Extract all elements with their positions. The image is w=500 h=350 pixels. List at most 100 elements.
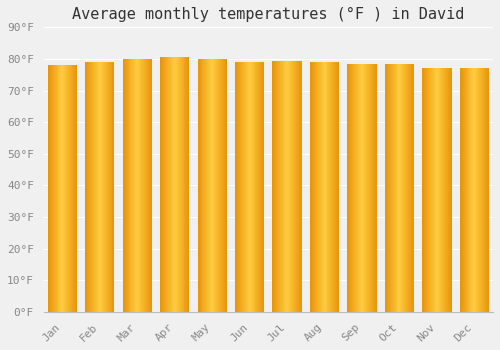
Bar [295,61,296,312]
Bar [144,59,145,312]
Bar [438,68,439,312]
Bar [422,68,424,312]
Bar [432,68,433,312]
Bar [335,62,336,312]
Bar [211,59,212,312]
Bar [284,61,285,312]
Bar [169,57,170,312]
Bar [250,62,252,312]
Bar [281,61,282,312]
Bar [224,59,225,312]
Bar [236,62,237,312]
Bar [136,59,138,312]
Bar [287,61,288,312]
Bar [426,68,427,312]
Bar [222,59,223,312]
Bar [237,62,238,312]
Bar [214,59,215,312]
Bar [210,59,212,312]
Bar [408,64,409,312]
Bar [164,57,165,312]
Bar [202,59,203,312]
Bar [215,59,216,312]
Bar [386,64,387,312]
Bar [246,62,247,312]
Bar [482,68,483,312]
Bar [314,62,315,312]
Bar [355,64,356,312]
Bar [330,62,332,312]
Bar [444,68,446,312]
Bar [478,68,479,312]
Bar [87,62,88,312]
Bar [58,65,59,312]
Bar [73,65,74,312]
Bar [213,59,214,312]
Bar [311,62,312,312]
Bar [434,68,435,312]
Bar [99,62,100,312]
Bar [276,61,278,312]
Bar [352,64,354,312]
Bar [122,59,124,312]
Bar [466,68,468,312]
Bar [374,64,376,312]
Bar [88,62,89,312]
Bar [337,62,338,312]
Bar [462,68,464,312]
Bar [106,62,108,312]
Bar [132,59,134,312]
Bar [476,68,478,312]
Bar [76,65,77,312]
Bar [388,64,389,312]
Bar [274,61,276,312]
Bar [360,64,361,312]
Bar [429,68,430,312]
Bar [412,64,413,312]
Bar [292,61,293,312]
Bar [424,68,425,312]
Bar [310,62,311,312]
Bar [147,59,148,312]
Bar [350,64,352,312]
Bar [172,57,173,312]
Bar [354,64,355,312]
Bar [64,65,66,312]
Bar [218,59,219,312]
Bar [448,68,450,312]
Bar [436,68,437,312]
Bar [134,59,136,312]
Bar [260,62,262,312]
Bar [165,57,166,312]
Bar [322,62,324,312]
Bar [103,62,104,312]
Bar [356,64,357,312]
Bar [297,61,298,312]
Bar [70,65,71,312]
Bar [483,68,484,312]
Bar [62,65,64,312]
Bar [357,64,358,312]
Bar [208,59,210,312]
Bar [241,62,242,312]
Bar [248,62,250,312]
Bar [441,68,442,312]
Bar [160,57,161,312]
Bar [470,68,472,312]
Bar [97,62,98,312]
Bar [318,62,320,312]
Bar [180,57,182,312]
Bar [367,64,368,312]
Bar [294,61,295,312]
Bar [217,59,218,312]
Bar [430,68,431,312]
Bar [258,62,260,312]
Bar [200,59,202,312]
Bar [244,62,245,312]
Bar [89,62,90,312]
Bar [326,62,328,312]
Bar [437,68,438,312]
Bar [142,59,143,312]
Bar [171,57,172,312]
Bar [148,59,149,312]
